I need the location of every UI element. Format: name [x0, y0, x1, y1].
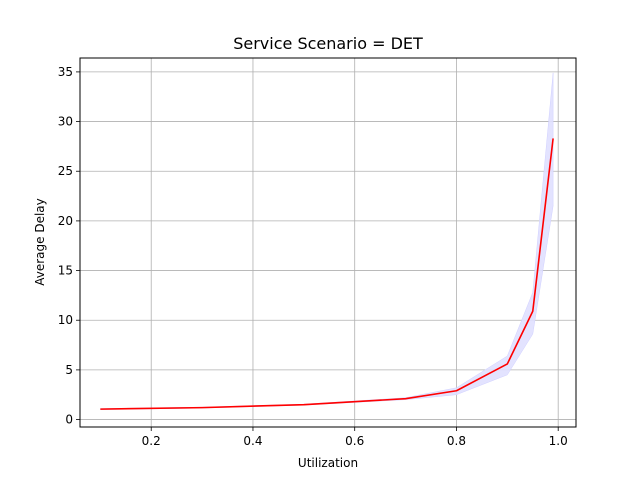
- series-line-layer: [100, 138, 554, 410]
- x-tick-label: 0.6: [345, 434, 364, 448]
- y-tick-label: 30: [58, 115, 73, 129]
- y-tick-label: 20: [58, 214, 73, 228]
- x-axis-title: Utilization: [298, 456, 358, 470]
- x-tick-label: 0.2: [142, 434, 161, 448]
- y-tick-label: 10: [58, 313, 73, 327]
- tick-layer: 0.2 0.4 0.6 0.8 1.0 0 5 10 15 20 25 30 35: [58, 65, 568, 448]
- x-tick-label: 0.4: [243, 434, 262, 448]
- y-tick-label: 15: [58, 264, 73, 278]
- y-tick-label: 25: [58, 164, 73, 178]
- x-tick-label: 0.8: [447, 434, 466, 448]
- grid-layer: [80, 58, 576, 427]
- y-tick-label: 0: [65, 413, 73, 427]
- y-tick-label: 35: [58, 65, 73, 79]
- series-line: [100, 138, 554, 410]
- chart-title: Service Scenario = DET: [233, 34, 423, 53]
- x-tick-label: 1.0: [549, 434, 568, 448]
- y-axis-title: Average Delay: [33, 198, 47, 286]
- plot-frame: [79, 57, 577, 428]
- y-tick-label: 5: [65, 363, 73, 377]
